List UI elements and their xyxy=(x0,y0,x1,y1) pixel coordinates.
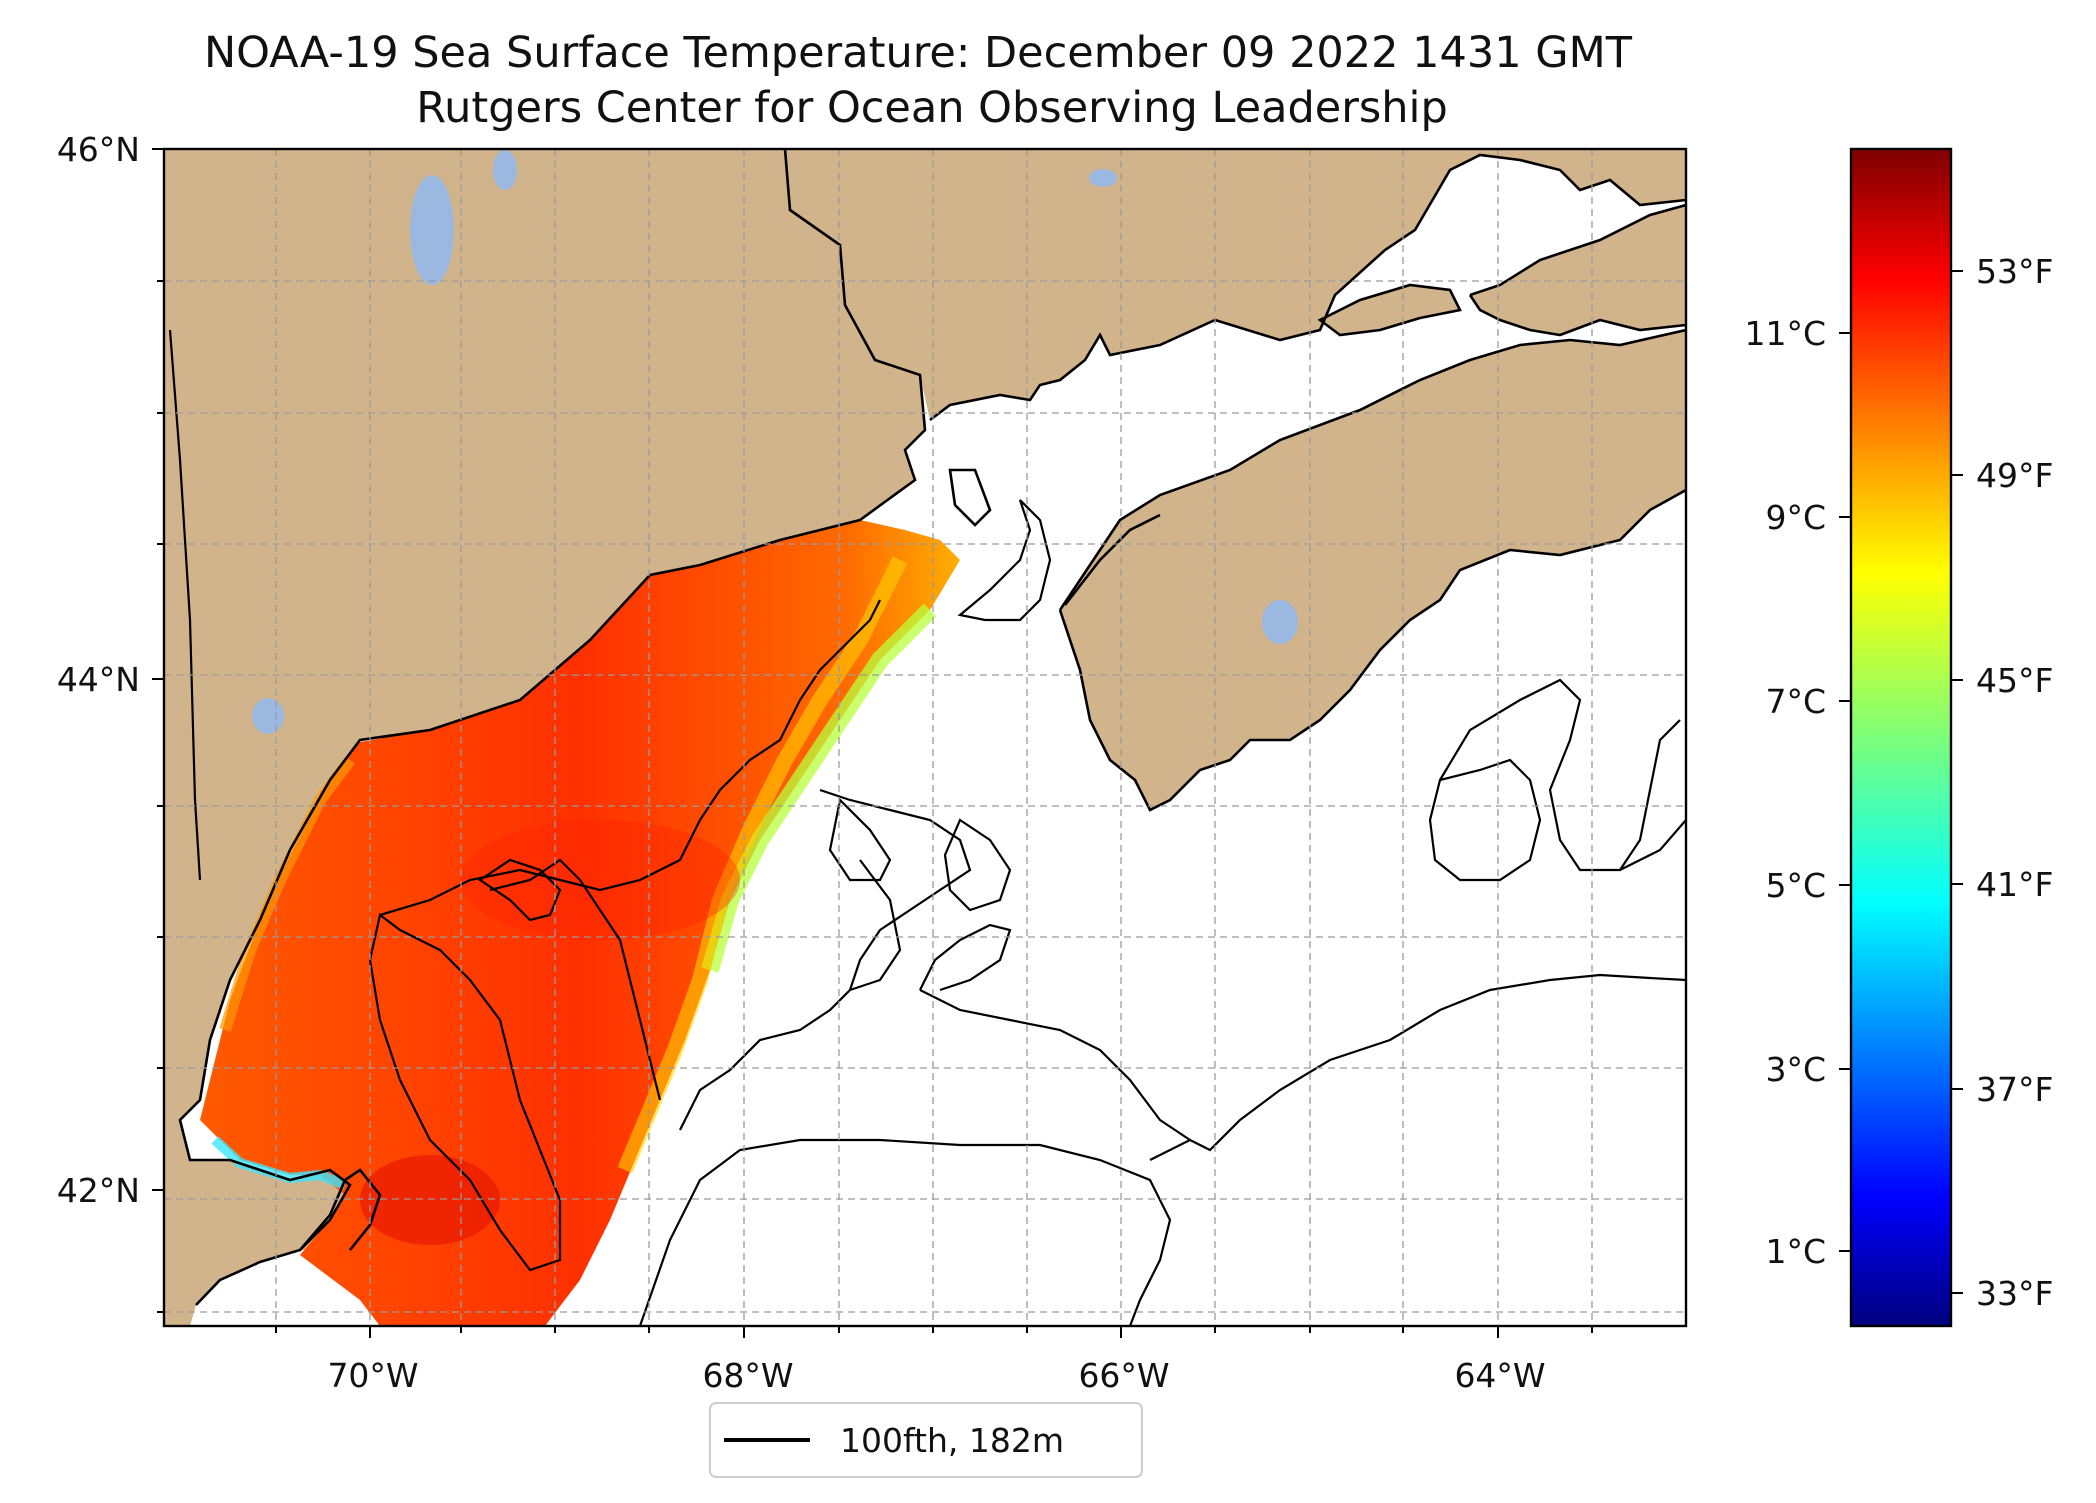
colorbar-fahrenheit-label-41: 41°F xyxy=(1976,865,2053,904)
lat-tick-marks xyxy=(152,148,164,1313)
lake-sebago xyxy=(252,698,284,734)
colorbar: 11°C 9°C 7°C 5°C 3°C 1°C 53°F 49°F 45°F … xyxy=(1744,147,2053,1328)
isobath-contours xyxy=(368,499,1686,1326)
map-frame xyxy=(162,147,1688,1328)
border-maine-nh xyxy=(168,329,202,881)
colorbar-celsius-label-9: 9°C xyxy=(1765,498,1826,537)
sst-warm-core-2 xyxy=(460,820,740,940)
lon-tick-marks xyxy=(275,1326,1593,1338)
colorbar-celsius-label-5: 5°C xyxy=(1765,866,1826,905)
colorbar-fahrenheit-label-33: 33°F xyxy=(1976,1274,2053,1313)
colorbar-celsius-label-3: 3°C xyxy=(1765,1050,1826,1089)
title-line-2: Rutgers Center for Ocean Observing Leade… xyxy=(416,83,1448,133)
colorbar-celsius-label-1: 1°C xyxy=(1765,1232,1826,1271)
lake-moosehead xyxy=(410,175,454,285)
colorbar-celsius-ticks xyxy=(1839,332,1851,1252)
land-nova-scotia xyxy=(1060,330,1686,810)
gridlines xyxy=(164,149,1686,1326)
lat-tick-label-44: 44°N xyxy=(57,660,140,699)
lon-tick-label-66w: 66°W xyxy=(1078,1356,1169,1395)
land-pei xyxy=(1320,285,1460,335)
land-cape-breton xyxy=(1470,205,1686,335)
sst-swath-cool-edge-inner xyxy=(617,556,908,1174)
coastlines xyxy=(178,149,1686,1306)
colorbar-fahrenheit-label-37: 37°F xyxy=(1976,1070,2053,1109)
sst-coastal-warm-band xyxy=(219,756,355,1032)
sst-warm-core xyxy=(360,1155,500,1245)
lon-tick-label-70w: 70°W xyxy=(327,1356,418,1395)
sst-coastal-cool-band xyxy=(211,1136,347,1190)
colorbar-gradient xyxy=(1849,147,1953,1328)
colorbar-fahrenheit-ticks xyxy=(1951,270,1963,1294)
legend-box xyxy=(709,1402,1143,1478)
colorbar-fahrenheit-label-53: 53°F xyxy=(1976,252,2053,291)
colorbar-celsius-label-7: 7°C xyxy=(1765,682,1826,721)
sst-swath xyxy=(200,520,960,1326)
lat-tick-label-46: 46°N xyxy=(57,130,140,169)
sst-swath-cool-edge xyxy=(701,603,937,973)
colorbar-fahrenheit-label-49: 49°F xyxy=(1976,456,2053,495)
lake-maine-north xyxy=(493,150,517,190)
lat-tick-label-42: 42°N xyxy=(57,1171,140,1210)
legend: 100fth, 182m xyxy=(709,1402,1143,1478)
colorbar-fahrenheit-label-45: 45°F xyxy=(1976,661,2053,700)
lake-canada xyxy=(1089,169,1117,187)
title-line-1: NOAA-19 Sea Surface Temperature: Decembe… xyxy=(204,28,1633,78)
lon-tick-label-64w: 64°W xyxy=(1454,1356,1545,1395)
map-plot-area xyxy=(164,149,1686,1326)
lake-nova-scotia xyxy=(1262,600,1298,644)
lon-tick-label-68w: 68°W xyxy=(702,1356,793,1395)
colorbar-celsius-label-11: 11°C xyxy=(1744,314,1826,353)
land-new-england xyxy=(164,149,925,1326)
legend-label: 100fth, 182m xyxy=(840,1421,1064,1460)
land-canada-north xyxy=(785,149,1686,420)
